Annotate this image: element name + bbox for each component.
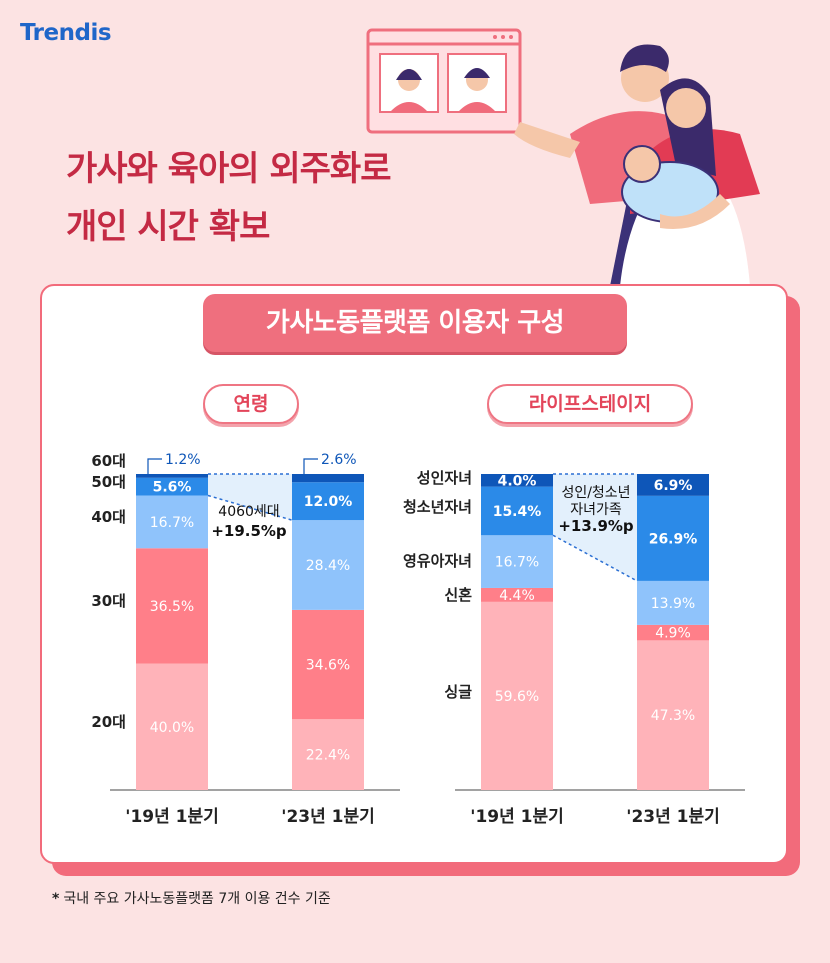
bar-segment (637, 474, 709, 496)
data-label: 15.4% (493, 504, 542, 520)
bar-segment (136, 663, 208, 790)
data-label: 26.9% (649, 531, 698, 547)
highlight-wedge (208, 474, 292, 521)
category-label: '19년 1분기 (125, 807, 219, 827)
bar-segment (481, 601, 553, 790)
bar-segment (481, 535, 553, 588)
footnote-text: 국내 주요 가사노동플랫폼 7개 이용 건수 기준 (63, 891, 331, 907)
bar-segment (637, 580, 709, 625)
legend-label: 영유아자녀 (403, 552, 472, 570)
bar-segment (481, 587, 553, 602)
data-label: 16.7% (150, 515, 194, 531)
data-label: 12.0% (304, 494, 353, 510)
bar-segment (136, 477, 208, 496)
data-label: 6.9% (654, 478, 693, 494)
chart-title-age: 연령 (203, 384, 299, 424)
annotation-text: +13.9%p (558, 517, 634, 535)
bar-segment (292, 609, 364, 720)
category-label: '23년 1분기 (281, 807, 375, 827)
wedge-bottom-dashed (207, 494, 293, 521)
data-label: 36.5% (150, 599, 194, 615)
data-label: 28.4% (306, 558, 350, 574)
category-label: '19년 1분기 (470, 807, 564, 827)
bar-segment (136, 495, 208, 549)
bar-segment (481, 486, 553, 536)
data-label: 5.6% (153, 480, 192, 496)
data-label: 47.3% (651, 708, 695, 724)
footnote-mark: * (52, 891, 60, 907)
headline: 가사와 육아의 외주화로 개인 시간 확보 (66, 140, 391, 256)
legend-label: 신혼 (444, 586, 472, 604)
leader-line (147, 458, 162, 475)
video-call-window-icon (366, 28, 522, 134)
bar-segment (136, 474, 208, 478)
family-illustration (366, 28, 760, 286)
bar-segment (292, 520, 364, 610)
data-label: 59.6% (495, 689, 539, 705)
annotation-text: 4060세대 (218, 504, 279, 520)
trendis-logo: Trendis (20, 20, 112, 46)
data-label: 16.7% (495, 555, 539, 571)
baby-figure-icon (621, 145, 730, 229)
bar-segment (637, 640, 709, 790)
annotation-text: +19.5%p (211, 522, 287, 540)
bar-segment (136, 548, 208, 664)
bar-segment (292, 482, 364, 521)
card-title: 가사노동플랫폼 이용자 구성 (203, 294, 627, 352)
data-label: 4.9% (655, 626, 691, 642)
chart-title-lifestage: 라이프스테이지 (487, 384, 693, 424)
data-label: 2.6% (321, 452, 357, 468)
data-label: 22.4% (306, 748, 350, 764)
legend-label: 60대 (91, 452, 126, 470)
data-label: 1.2% (165, 452, 201, 468)
footnote: * 국내 주요 가사노동플랫폼 7개 이용 건수 기준 (52, 888, 331, 908)
legend-label: 20대 (91, 713, 126, 731)
bar-segment (481, 474, 553, 487)
data-label: 4.4% (499, 588, 535, 604)
bar-segment (637, 624, 709, 641)
data-label: 40.0% (150, 720, 194, 736)
annotation-text: 자녀가족 (570, 502, 622, 518)
data-label: 4.0% (498, 473, 537, 489)
data-label: 34.6% (306, 658, 350, 674)
legend-label: 30대 (91, 592, 126, 610)
legend-label: 청소년자녀 (403, 498, 472, 516)
legend-label: 싱글 (444, 683, 472, 701)
bar-segment (637, 495, 709, 581)
bar-segment (292, 474, 364, 483)
headline-line2: 개인 시간 확보 (66, 207, 270, 247)
category-label: '23년 1분기 (626, 807, 720, 827)
wedge-bottom-dashed (552, 534, 638, 582)
leader-line (303, 458, 318, 475)
headline-line1: 가사와 육아의 외주화로 (66, 149, 391, 189)
annotation-text: 성인/청소년 (561, 485, 630, 501)
legend-label: 성인자녀 (417, 469, 472, 487)
highlight-wedge (553, 474, 637, 581)
legend-label: 40대 (91, 508, 126, 526)
data-label: 13.9% (651, 596, 695, 612)
bar-segment (292, 719, 364, 790)
legend-label: 50대 (91, 473, 126, 491)
